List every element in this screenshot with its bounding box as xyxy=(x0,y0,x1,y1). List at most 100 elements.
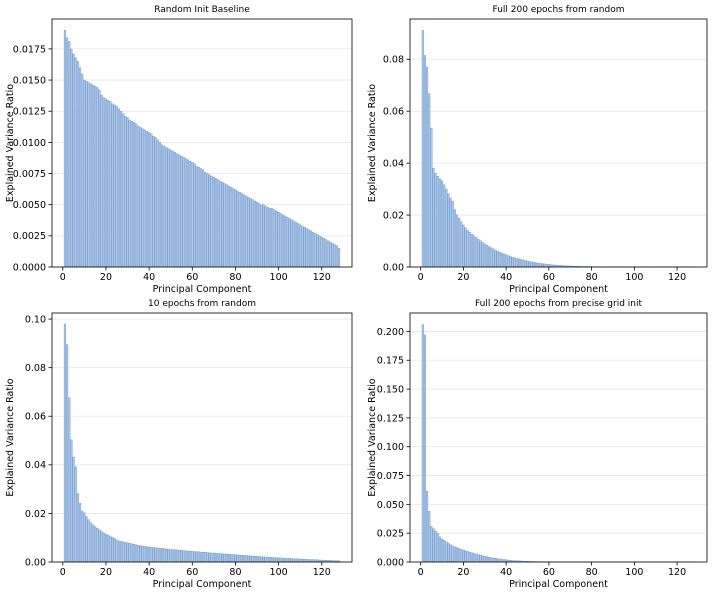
bar xyxy=(143,129,146,268)
bar xyxy=(87,519,90,563)
bar xyxy=(191,162,194,268)
bar xyxy=(247,555,250,563)
bar xyxy=(212,177,215,268)
y-axis-label: Explained Variance Ratio xyxy=(367,378,378,496)
bar xyxy=(94,86,97,268)
bar xyxy=(500,252,503,268)
bar xyxy=(230,187,233,268)
bar xyxy=(66,37,69,268)
bar xyxy=(462,549,465,563)
bar xyxy=(505,254,508,268)
y-axis-label: Explained Variance Ratio xyxy=(367,84,378,202)
bar xyxy=(243,555,246,563)
bar xyxy=(273,209,276,268)
bar xyxy=(74,466,77,563)
bar xyxy=(87,82,90,268)
bar xyxy=(145,546,149,563)
bar xyxy=(227,554,231,563)
bar xyxy=(281,557,284,563)
bar xyxy=(232,188,235,268)
bar xyxy=(443,184,446,268)
bar xyxy=(109,101,112,268)
bar xyxy=(309,230,313,268)
y-tick-label: 0.06 xyxy=(383,107,404,118)
bar xyxy=(156,139,159,268)
bar xyxy=(122,541,125,563)
y-tick-label: 0.125 xyxy=(377,413,404,424)
bar xyxy=(240,193,243,268)
y-tick-label: 0.0050 xyxy=(13,200,46,211)
x-tick-label: 120 xyxy=(313,567,331,578)
bar xyxy=(458,548,461,563)
y-tick-label: 0.08 xyxy=(25,363,46,374)
bar xyxy=(441,538,444,563)
x-tick-label: 80 xyxy=(586,567,598,578)
bar xyxy=(96,87,99,268)
bar xyxy=(277,211,280,268)
bar xyxy=(264,205,267,268)
bar xyxy=(511,256,514,268)
bar xyxy=(102,97,105,268)
bar xyxy=(139,127,142,268)
bar xyxy=(85,516,88,563)
y-tick-label: 0.150 xyxy=(377,384,404,395)
bar xyxy=(81,510,84,563)
bar xyxy=(72,53,75,268)
bar xyxy=(436,533,439,563)
bar xyxy=(126,542,129,563)
x-tick-label: 60 xyxy=(543,272,555,283)
bar xyxy=(169,549,172,563)
bar xyxy=(89,522,92,563)
bar xyxy=(161,548,164,563)
chart-panel: 0 20 40 60 80 100 120 0.000 0.025 0.050 0.075 0.100… xyxy=(367,299,708,590)
bar xyxy=(264,556,267,563)
bar xyxy=(438,536,441,563)
axes-frame xyxy=(409,18,708,268)
bar xyxy=(445,541,448,563)
bar xyxy=(107,99,110,268)
bar xyxy=(249,198,252,268)
bar xyxy=(314,233,317,268)
x-tick-label: 40 xyxy=(143,567,155,578)
bar xyxy=(297,558,300,563)
bar xyxy=(113,104,116,268)
y-tick-label: 0.04 xyxy=(25,460,46,471)
x-tick-label: 40 xyxy=(500,272,512,283)
bar xyxy=(322,238,325,268)
bar xyxy=(230,554,233,563)
bar xyxy=(273,557,276,563)
bar xyxy=(141,128,144,268)
bar xyxy=(271,208,274,268)
bar xyxy=(284,215,287,268)
bar xyxy=(186,550,190,563)
bar xyxy=(266,556,269,563)
bar xyxy=(543,263,546,268)
bar xyxy=(76,61,79,268)
x-axis-label: Principal Component xyxy=(509,579,608,590)
y-tick-label: 0.04 xyxy=(383,159,404,170)
bar xyxy=(430,127,433,268)
bar xyxy=(217,553,220,563)
bar xyxy=(221,553,224,563)
bar xyxy=(72,456,75,563)
bar xyxy=(294,221,297,268)
bar xyxy=(260,204,263,268)
bar xyxy=(79,67,82,268)
bar xyxy=(94,526,97,563)
bar xyxy=(481,555,484,563)
bar xyxy=(126,117,129,268)
x-tick-label: 100 xyxy=(625,567,643,578)
bar xyxy=(318,235,321,268)
bar xyxy=(485,556,488,563)
bar xyxy=(258,203,261,268)
bar xyxy=(245,555,248,563)
y-tick-label: 0.0150 xyxy=(13,75,46,86)
bar xyxy=(158,142,161,268)
bar xyxy=(325,239,328,268)
bar xyxy=(223,183,226,268)
bar xyxy=(545,263,548,268)
bar xyxy=(238,554,241,563)
chart-title: Full 200 epochs from random xyxy=(493,5,625,15)
bar xyxy=(219,553,222,563)
bar xyxy=(475,237,478,268)
